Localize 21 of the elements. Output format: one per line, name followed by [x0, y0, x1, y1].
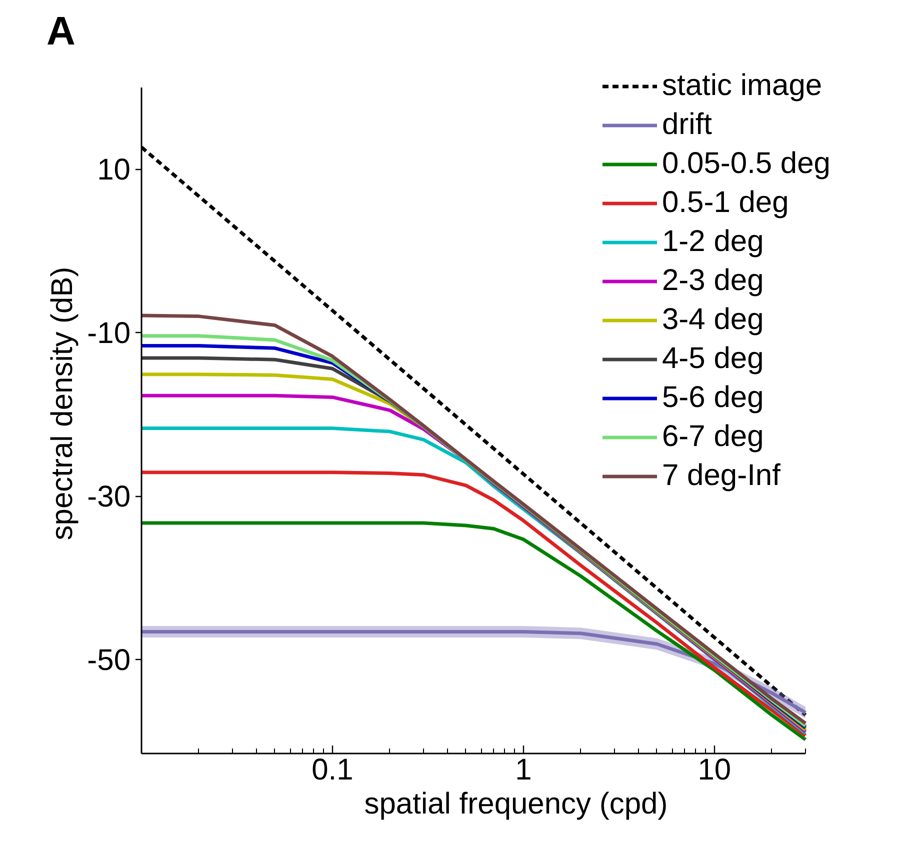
- legend-label: 4-5 deg: [662, 341, 764, 377]
- x-tick-label: 1: [515, 754, 532, 786]
- y-tick-label: 10: [97, 154, 131, 187]
- legend-label: 6-7 deg: [662, 419, 764, 455]
- legend-label: 1-2 deg: [662, 224, 764, 260]
- y-tick-label: -50: [87, 644, 130, 678]
- x-axis-title: spatial frequency (cpd): [364, 788, 668, 820]
- legend-label: 3-4 deg: [662, 302, 764, 338]
- legend-label: 0.5-1 deg: [662, 185, 789, 221]
- chart-title: A: [46, 10, 76, 54]
- legend-label: 0.05-0.5 deg: [662, 146, 830, 182]
- y-axis-title: spectral density (dB): [46, 266, 80, 540]
- y-tick-label: -10: [87, 317, 130, 350]
- x-tick-label: 10: [698, 754, 732, 786]
- legend-label: 7 deg-Inf: [662, 458, 780, 494]
- x-tick-label: 0.1: [312, 754, 354, 786]
- legend-label: 2-3 deg: [662, 263, 764, 299]
- y-tick-label: -30: [87, 480, 130, 514]
- legend-label: static image: [662, 68, 822, 104]
- legend-label: drift: [662, 107, 712, 143]
- legend-label: 5-6 deg: [662, 380, 764, 416]
